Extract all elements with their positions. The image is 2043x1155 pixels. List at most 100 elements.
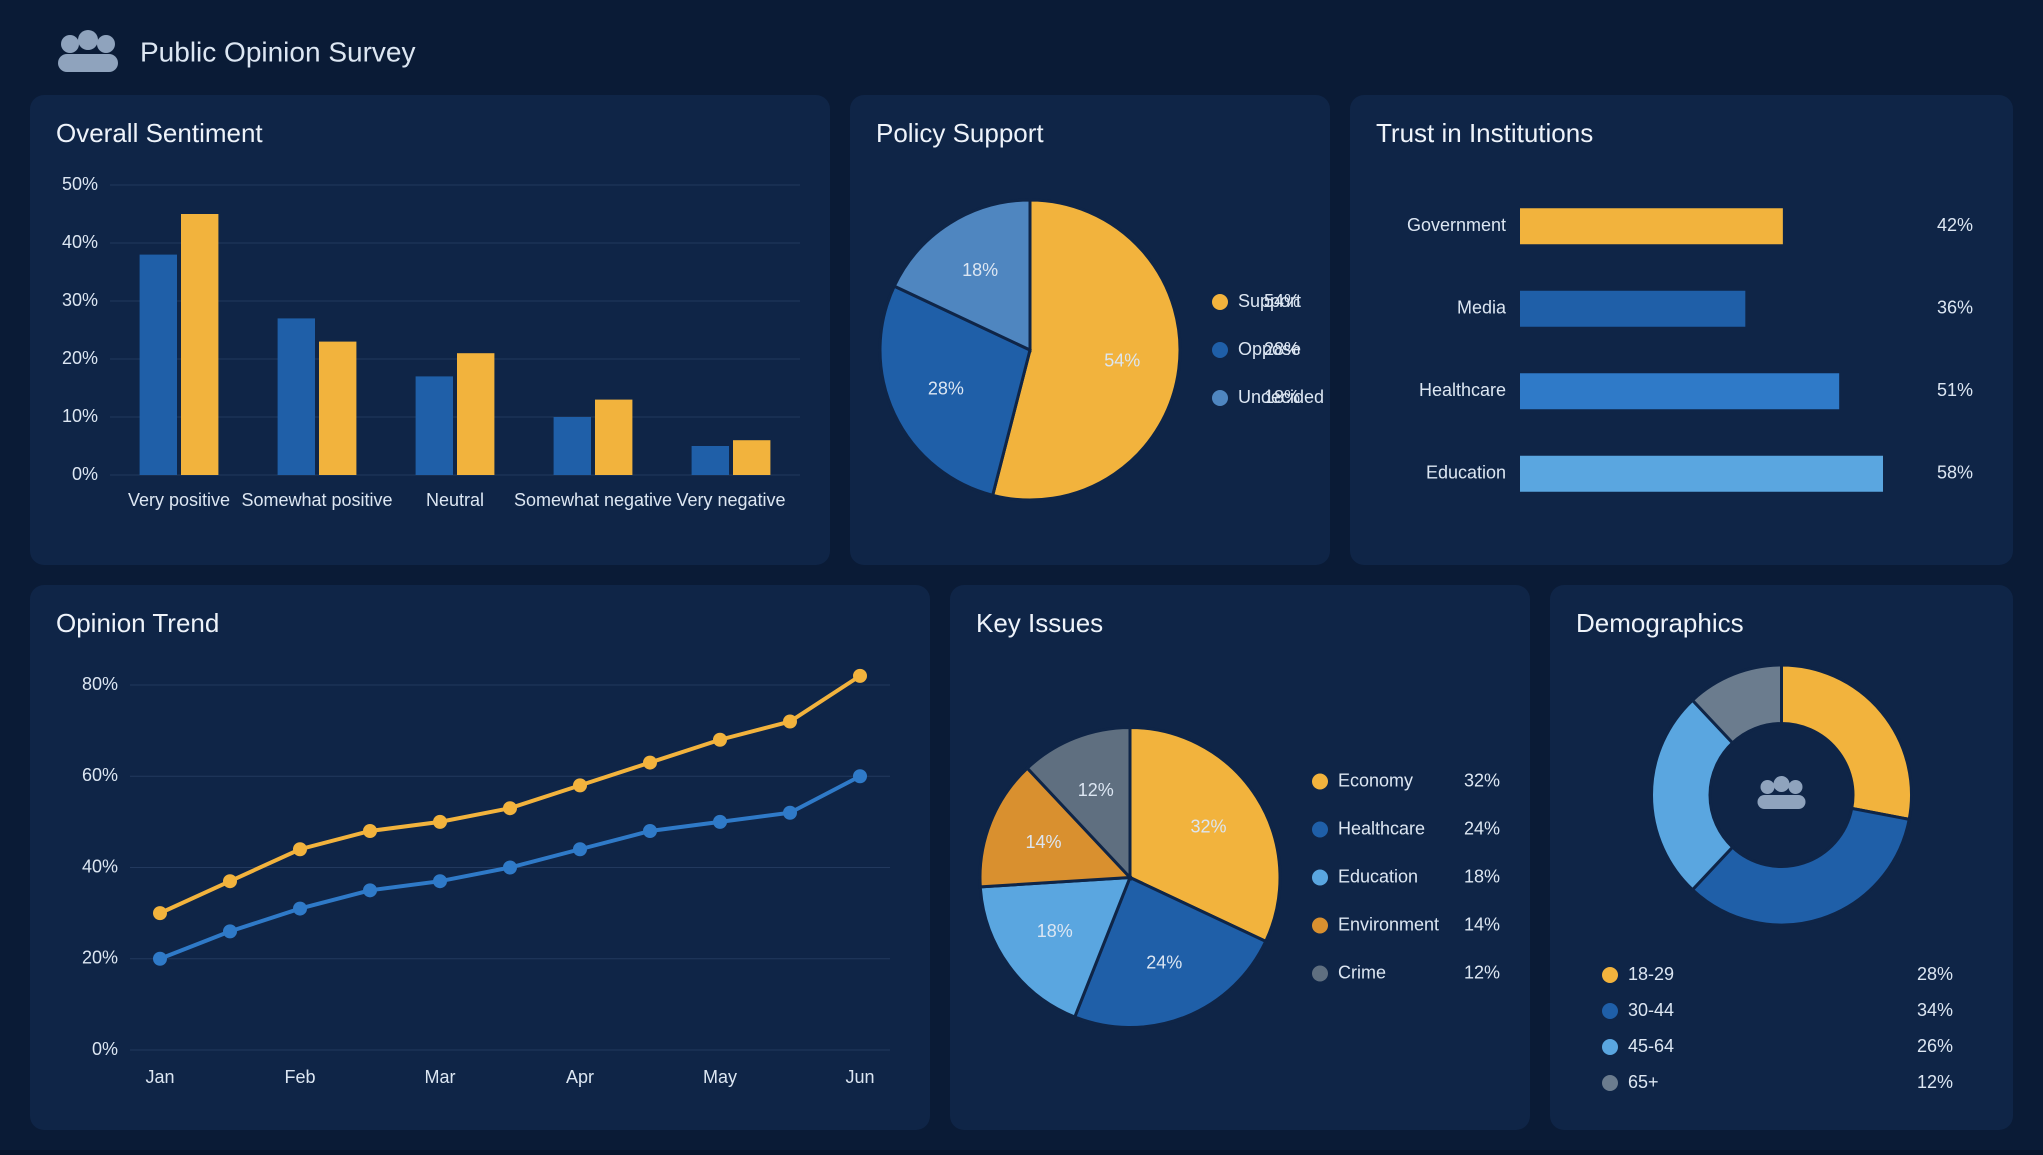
point xyxy=(433,814,447,829)
category-label: Government xyxy=(1407,215,1506,235)
legend-value: 12% xyxy=(1917,1072,1953,1092)
x-tick-label: Feb xyxy=(284,1067,315,1087)
pie-slice xyxy=(978,766,1134,889)
chart-title: Overall Sentiment xyxy=(56,118,263,148)
point xyxy=(573,842,587,857)
pie-slice xyxy=(978,875,1133,1019)
legend-label: Undecided xyxy=(1238,387,1324,407)
y-tick-label: 50% xyxy=(62,174,98,194)
y-tick-label: 80% xyxy=(82,674,118,694)
legend-value: 14% xyxy=(1464,914,1500,934)
category-label: Media xyxy=(1457,298,1507,318)
bar xyxy=(139,254,177,475)
x-tick-label: Neutral xyxy=(426,490,484,510)
legend-dot xyxy=(1312,869,1328,886)
pie-slice xyxy=(878,284,1032,498)
legend-dot xyxy=(1312,917,1328,934)
point xyxy=(433,874,447,889)
pie-slice xyxy=(1072,875,1268,1029)
donut-slice xyxy=(1780,663,1913,822)
legend-label: 65+ xyxy=(1628,1072,1659,1092)
pie-slice xyxy=(1025,725,1132,882)
legend-value: 24% xyxy=(1464,818,1500,838)
slice-label: 32% xyxy=(1191,816,1227,836)
legend-value: 34% xyxy=(1917,1000,1953,1020)
donut-slice xyxy=(1690,806,1911,927)
people-icon xyxy=(1757,776,1806,809)
panel xyxy=(1550,585,2013,1130)
legend-value: 32% xyxy=(1464,770,1500,790)
legend-dot xyxy=(1212,342,1228,358)
x-tick-label: Apr xyxy=(566,1067,594,1087)
legend-label: 18-29 xyxy=(1628,964,1674,984)
slice-label: 24% xyxy=(1146,953,1182,973)
point xyxy=(153,906,167,921)
legend-dot xyxy=(1602,1003,1618,1019)
point xyxy=(153,951,167,966)
point xyxy=(363,824,377,838)
point xyxy=(853,769,867,784)
x-tick-label: Jan xyxy=(145,1067,174,1087)
legend-dot xyxy=(1602,967,1618,983)
legend-label: Education xyxy=(1338,866,1418,886)
bar xyxy=(319,341,357,475)
legend-label: Economy xyxy=(1338,770,1413,790)
y-tick-label: 0% xyxy=(72,464,98,484)
legend-dot xyxy=(1602,1039,1618,1055)
point xyxy=(783,805,797,820)
legend-label: 30-44 xyxy=(1628,1000,1674,1020)
point xyxy=(853,668,867,683)
slice-label: 18% xyxy=(962,260,998,280)
x-tick-label: May xyxy=(703,1067,737,1087)
legend-label: Environment xyxy=(1338,914,1439,934)
x-tick-label: Very negative xyxy=(676,490,785,510)
panel xyxy=(1350,95,2013,565)
point xyxy=(293,842,307,857)
legend-value: 54% xyxy=(1264,291,1300,311)
point xyxy=(293,901,307,916)
bar xyxy=(457,353,495,475)
pie-slice xyxy=(892,198,1032,353)
category-label: Healthcare xyxy=(1419,380,1506,400)
x-tick-label: Somewhat positive xyxy=(241,490,392,510)
category-label: Education xyxy=(1426,463,1506,483)
slice-label: 54% xyxy=(1104,350,1140,370)
y-tick-label: 40% xyxy=(82,856,118,876)
y-tick-label: 30% xyxy=(62,290,98,310)
donut-slice xyxy=(1690,663,1783,745)
point xyxy=(223,874,237,889)
slice-label: 14% xyxy=(1026,832,1062,852)
page-title: Public Opinion Survey xyxy=(140,36,415,67)
point xyxy=(643,755,657,770)
legend-value: 18% xyxy=(1264,387,1300,407)
bar xyxy=(277,318,315,475)
legend-value: 12% xyxy=(1464,962,1500,982)
legend-dot xyxy=(1312,821,1328,838)
slice-label: 12% xyxy=(1078,780,1114,800)
chart-title: Policy Support xyxy=(876,118,1044,148)
y-tick-label: 10% xyxy=(62,406,98,426)
y-tick-label: 0% xyxy=(92,1039,118,1059)
survey-icon xyxy=(58,30,118,72)
legend-dot xyxy=(1212,390,1228,406)
value-label: 58% xyxy=(1937,463,1973,483)
hbar xyxy=(1520,373,1840,410)
slice-label: 18% xyxy=(1037,921,1073,941)
point xyxy=(503,801,517,816)
bar xyxy=(733,440,771,475)
x-tick-label: Jun xyxy=(845,1067,874,1087)
bar xyxy=(181,214,219,475)
legend-dot xyxy=(1312,773,1328,790)
y-tick-label: 20% xyxy=(82,948,118,968)
legend-dot xyxy=(1602,1075,1618,1091)
x-tick-label: Somewhat negative xyxy=(514,490,672,510)
bar xyxy=(415,376,453,475)
chart-title: Trust in Institutions xyxy=(1376,118,1593,148)
point xyxy=(573,778,587,793)
legend-value: 26% xyxy=(1917,1036,1953,1056)
legend-value: 18% xyxy=(1464,866,1500,886)
y-tick-label: 60% xyxy=(82,765,118,785)
legend-value: 28% xyxy=(1264,339,1300,359)
point xyxy=(783,714,797,729)
